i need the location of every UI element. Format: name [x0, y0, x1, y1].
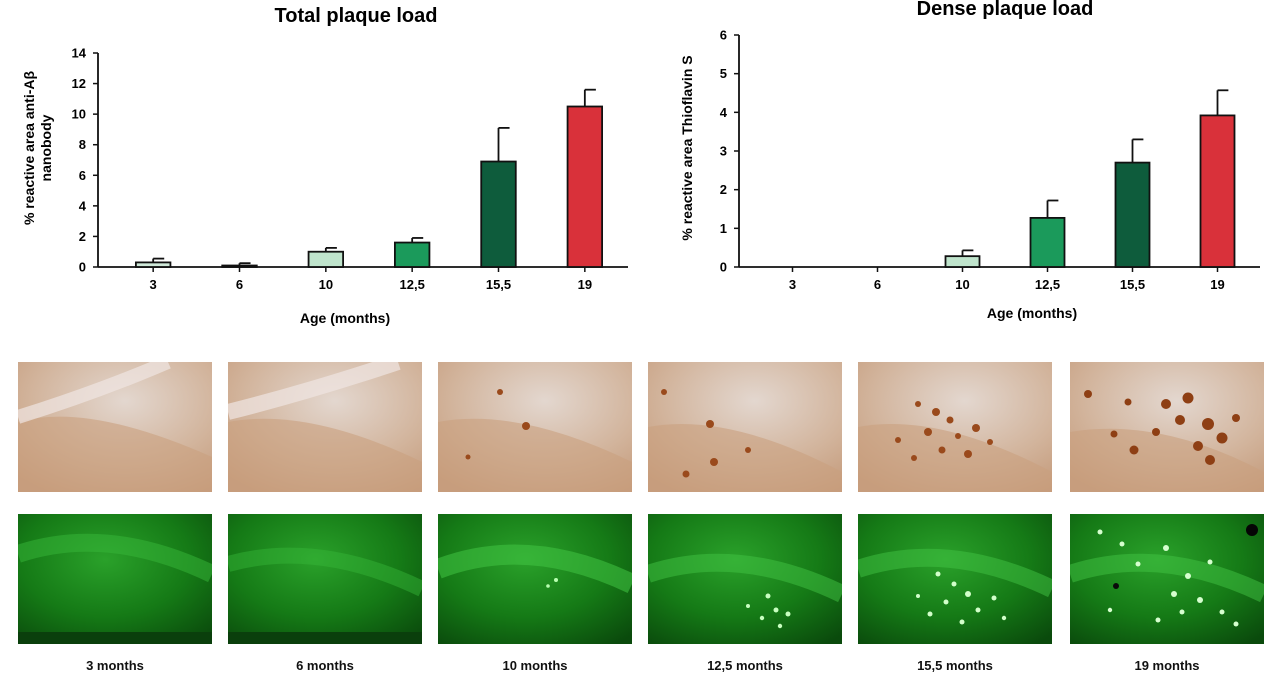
bar	[944, 255, 981, 268]
caption-6-months: 6 months	[296, 658, 354, 673]
x-axis-label: Age (months)	[300, 310, 390, 326]
x-tick-label: 12,5	[1035, 277, 1060, 292]
y-tick-label: 0	[720, 260, 727, 275]
plot-area: 0 2 4 6 8 10 12 14 3 6 10 12,5 15,5 19	[72, 46, 628, 292]
caption-3-months: 3 months	[86, 658, 144, 673]
bar	[134, 261, 172, 268]
ihc-image-12-5-months	[648, 362, 842, 492]
x-tick-label: 10	[955, 277, 969, 292]
bar	[221, 264, 258, 268]
chart-title: Total plaque load	[275, 5, 438, 27]
bar	[480, 160, 517, 268]
y-axis-label-line-2: nanobody	[38, 114, 54, 181]
bar	[307, 250, 345, 268]
y-axis-label-line-1: % reactive area anti-Aβ	[21, 71, 37, 226]
total-plaque-load-chart: Total plaque load Age (months) % reactiv…	[21, 5, 628, 326]
x-tick-label: 3	[150, 277, 157, 292]
caption-10-months: 10 months	[502, 658, 568, 673]
bar	[1029, 216, 1066, 268]
y-tick-label: 2	[720, 182, 727, 197]
y-tick-label: 12	[72, 76, 86, 91]
dense-plaque-load-chart: Dense plaque load Age (months) % reactiv…	[679, 0, 1260, 321]
x-tick-label: 19	[1210, 277, 1224, 292]
caption-15-5-months: 15,5 months	[917, 658, 993, 673]
y-tick-label: 10	[72, 107, 86, 122]
ihc-image-3-months	[18, 362, 212, 492]
ihc-image-6-months	[228, 362, 422, 492]
x-tick-label: 15,5	[1120, 277, 1145, 292]
thioflavin-image-12-5-months	[648, 514, 842, 644]
caption-12-5-months: 12,5 months	[707, 658, 783, 673]
y-tick-label: 6	[720, 28, 727, 43]
y-tick-label: 1	[720, 221, 727, 236]
bar	[566, 105, 603, 268]
x-tick-label: 19	[578, 277, 592, 292]
x-tick-label: 6	[874, 277, 881, 292]
y-tick-label: 4	[720, 105, 728, 120]
y-tick-label: 2	[79, 229, 86, 244]
y-tick-label: 4	[79, 198, 87, 213]
thioflavin-image-19-months	[1070, 514, 1264, 644]
y-tick-label: 6	[79, 168, 86, 183]
y-tick-label: 3	[720, 144, 727, 159]
bar	[1114, 161, 1151, 268]
thioflavin-image-6-months	[228, 514, 422, 644]
x-tick-label: 12,5	[400, 277, 425, 292]
thioflavin-image-10-months	[438, 514, 632, 644]
ihc-image-15-5-months	[858, 362, 1052, 492]
ihc-image-19-months	[1070, 362, 1264, 492]
x-tick-label: 3	[789, 277, 796, 292]
y-tick-label: 0	[79, 260, 86, 275]
thioflavin-image-3-months	[18, 514, 212, 644]
x-tick-label: 10	[319, 277, 333, 292]
bar	[1199, 114, 1236, 268]
y-tick-label: 8	[79, 137, 86, 152]
x-axis-label: Age (months)	[987, 305, 1077, 321]
x-tick-label: 6	[236, 277, 243, 292]
y-axis-label: % reactive area Thioflavin S	[679, 55, 695, 240]
thioflavin-image-15-5-months	[858, 514, 1052, 644]
plot-area: 0 1 2 3 4 5 6 3 6 10 12,5 15,5 19	[720, 28, 1260, 292]
caption-19-months: 19 months	[1134, 658, 1200, 673]
ihc-image-10-months	[438, 362, 632, 492]
y-tick-label: 14	[72, 46, 87, 61]
y-tick-label: 5	[720, 66, 727, 81]
bar	[393, 241, 431, 268]
x-tick-label: 15,5	[486, 277, 511, 292]
chart-title: Dense plaque load	[917, 0, 1094, 20]
